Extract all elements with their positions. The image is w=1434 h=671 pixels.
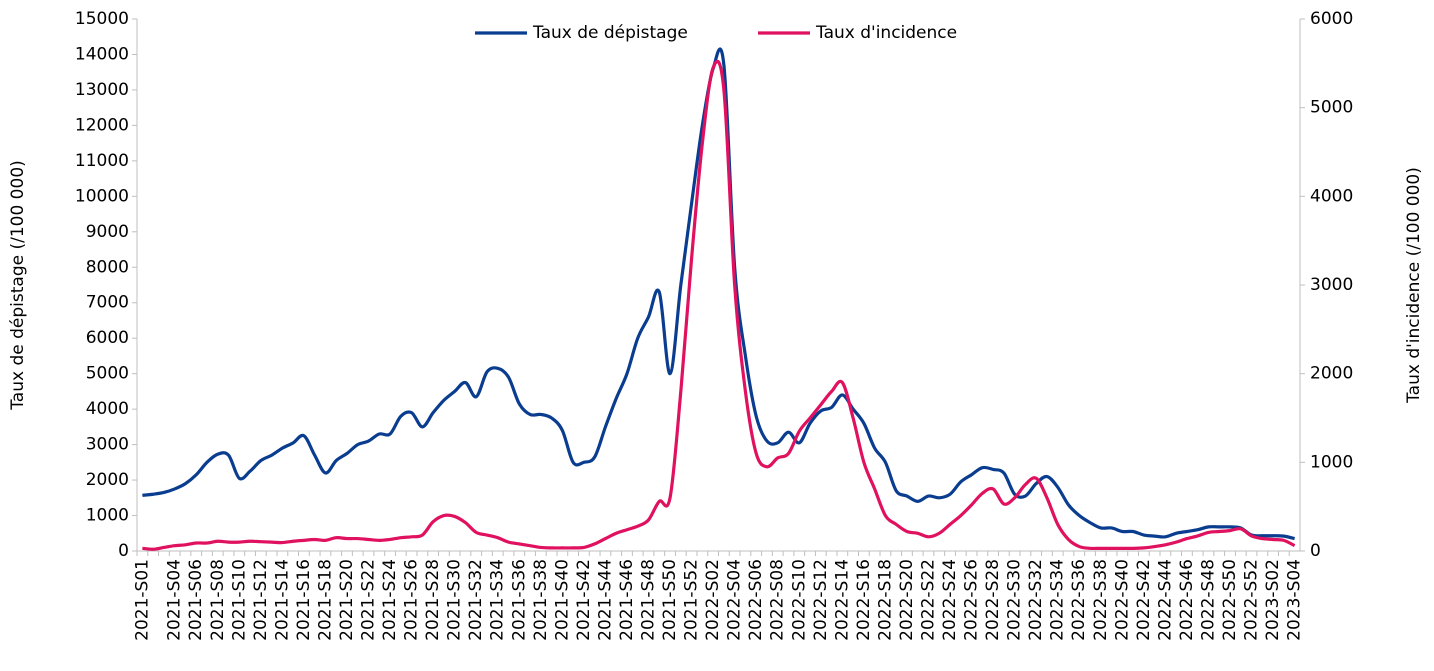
- x-tick-label: 2022-S38: [1091, 559, 1111, 641]
- x-tick-label: 2022-S12: [811, 559, 831, 641]
- x-tick-label: 2022-S20: [897, 559, 917, 641]
- x-tick-label: 2021-S24: [380, 559, 400, 641]
- y2-tick-label: 3000: [1310, 275, 1353, 295]
- y2-tick-label: 6000: [1310, 9, 1353, 29]
- x-tick-label: 2022-S14: [832, 559, 852, 641]
- x-tick-label: 2021-S40: [552, 559, 572, 641]
- x-tick-label: 2022-S08: [768, 559, 788, 641]
- x-tick-label: 2021-S36: [509, 559, 529, 641]
- y-axis-title: Taux de dépistage (/100 000): [8, 160, 28, 411]
- x-tick-label: 2022-S42: [1134, 559, 1154, 641]
- x-tick-label: 2021-S08: [208, 559, 228, 641]
- series-line: [142, 47, 1295, 541]
- y-tick-label: 7000: [86, 293, 129, 313]
- x-tick-label: 2022-S06: [746, 559, 766, 641]
- y2-tick-label: 0: [1310, 541, 1321, 561]
- x-tick-label: 2021-S50: [660, 559, 680, 641]
- x-tick-label: 2021-S26: [402, 559, 422, 641]
- y2-tick-label: 5000: [1310, 98, 1353, 118]
- x-tick-label: 2022-S50: [1220, 559, 1240, 641]
- x-tick-label: 2021-S52: [682, 559, 702, 641]
- x-tick-label: 2021-S32: [466, 559, 486, 641]
- x-tick-label: 2021-S28: [423, 559, 443, 641]
- y2-tick-label: 1000: [1310, 452, 1353, 472]
- y-tick-label: 2000: [86, 470, 129, 490]
- x-tick-label: 2022-S28: [983, 559, 1003, 641]
- y-tick-label: 9000: [86, 222, 129, 242]
- x-tick-label: 2022-S10: [789, 559, 809, 641]
- x-tick-label: 2021-S10: [229, 559, 249, 641]
- x-tick-label: 2022-S16: [854, 559, 874, 641]
- series-line: [142, 59, 1296, 551]
- y-tick-label: 14000: [75, 44, 129, 64]
- x-tick-label: 2022-S44: [1155, 559, 1175, 641]
- x-tick-label: 2022-S46: [1177, 559, 1197, 641]
- x-tick-label: 2022-S32: [1026, 559, 1046, 641]
- x-tick-label: 2021-S16: [294, 559, 314, 641]
- x-tick-label: 2022-S04: [725, 559, 745, 641]
- y-tick-label: 8000: [86, 257, 129, 277]
- y-tick-label: 3000: [86, 435, 129, 455]
- x-tick-label: 2022-S36: [1069, 559, 1089, 641]
- x-tick-label: 2022-S48: [1198, 559, 1218, 641]
- x-tick-label: 2021-S46: [617, 559, 637, 641]
- x-tick-label: 2022-S40: [1112, 559, 1132, 641]
- x-tick-label: 2021-S34: [488, 559, 508, 641]
- y-tick-label: 5000: [86, 364, 129, 384]
- x-tick-label: 2022-S18: [875, 559, 895, 641]
- y2-tick-label: 2000: [1310, 364, 1353, 384]
- x-tick-label: 2021-S06: [186, 559, 206, 641]
- x-tick-label: 2021-S04: [165, 559, 185, 641]
- x-tick-label: 2021-S14: [272, 559, 292, 641]
- x-tick-label: 2021-S38: [531, 559, 551, 641]
- x-tick-label: 2021-S30: [445, 559, 465, 641]
- x-tick-label: 2021-S20: [337, 559, 357, 641]
- x-tick-label: 2021-S22: [359, 559, 379, 641]
- x-tick-label: 2021-S44: [595, 559, 615, 641]
- x-tick-label: 2022-S52: [1242, 559, 1262, 641]
- y-tick-label: 1000: [86, 506, 129, 526]
- y-tick-label: 13000: [75, 80, 129, 100]
- x-tick-label: 2022-S02: [703, 559, 723, 641]
- x-tick-label: 2021-S42: [574, 559, 594, 641]
- y-tick-label: 0: [118, 541, 129, 561]
- x-tick-label: 2021-S12: [251, 559, 271, 641]
- x-tick-label: 2022-S34: [1048, 559, 1068, 641]
- legend-label: Taux d'incidence: [815, 23, 957, 43]
- x-tick-label: 2022-S24: [940, 559, 960, 641]
- y-tick-label: 15000: [75, 9, 129, 29]
- y-tick-label: 11000: [75, 151, 129, 171]
- x-tick-label: 2021-S01: [132, 559, 152, 641]
- y-tick-label: 10000: [75, 186, 129, 206]
- x-tick-label: 2022-S26: [962, 559, 982, 641]
- legend-label: Taux de dépistage: [532, 23, 688, 43]
- x-tick-label: 2023-S04: [1285, 559, 1305, 641]
- y-tick-label: 6000: [86, 328, 129, 348]
- x-tick-label: 2023-S02: [1263, 559, 1283, 641]
- x-tick-label: 2022-S22: [918, 559, 938, 641]
- x-tick-label: 2021-S18: [315, 559, 335, 641]
- y-tick-label: 4000: [86, 399, 129, 419]
- y-tick-label: 12000: [75, 115, 129, 135]
- y2-axis-title: Taux d'incidence (/100 000): [1404, 167, 1424, 404]
- y2-tick-label: 4000: [1310, 186, 1353, 206]
- x-tick-label: 2022-S30: [1005, 559, 1025, 641]
- x-tick-label: 2021-S48: [639, 559, 659, 641]
